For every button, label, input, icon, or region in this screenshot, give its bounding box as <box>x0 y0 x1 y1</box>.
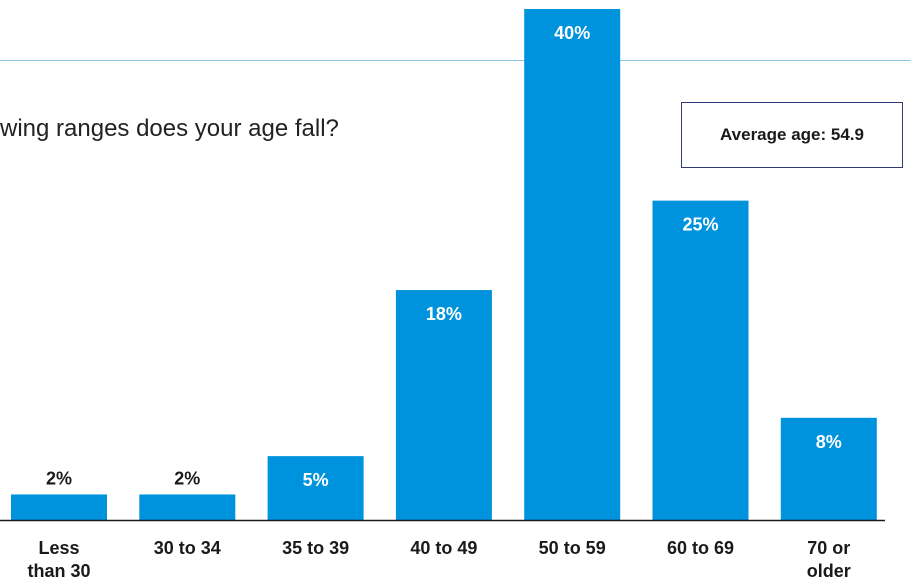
bar-value-label-3: 18% <box>426 304 462 324</box>
bar-value-label-2: 5% <box>303 470 329 490</box>
bar-value-label-4: 40% <box>554 23 590 43</box>
bar-5 <box>652 200 749 520</box>
bar-value-label-1: 2% <box>174 468 200 488</box>
top-rule <box>0 60 911 61</box>
category-label-5: 60 to 69 <box>667 538 734 558</box>
bar-value-label-0: 2% <box>46 468 72 488</box>
category-label-0: Less than 30 <box>27 538 90 581</box>
category-label-4: 50 to 59 <box>539 538 606 558</box>
bar-4 <box>524 9 621 520</box>
category-label-2: 35 to 39 <box>282 538 349 558</box>
bar-2 <box>267 456 364 520</box>
category-label-1: 30 to 34 <box>154 538 221 558</box>
bar-6 <box>780 417 877 520</box>
category-label-6: 70 or older <box>807 538 851 581</box>
bar-0 <box>11 494 107 520</box>
bar-value-label-6: 8% <box>816 432 842 452</box>
question-text: wing ranges does your age fall? <box>0 115 339 142</box>
bar-value-label-5: 25% <box>682 215 718 235</box>
bar-1 <box>139 494 236 520</box>
category-label-3: 40 to 49 <box>410 538 477 558</box>
average-age-label: Average age: 54.9 <box>720 125 864 144</box>
average-age-box: Average age: 54.9 <box>681 102 903 168</box>
bar-3 <box>395 290 492 520</box>
